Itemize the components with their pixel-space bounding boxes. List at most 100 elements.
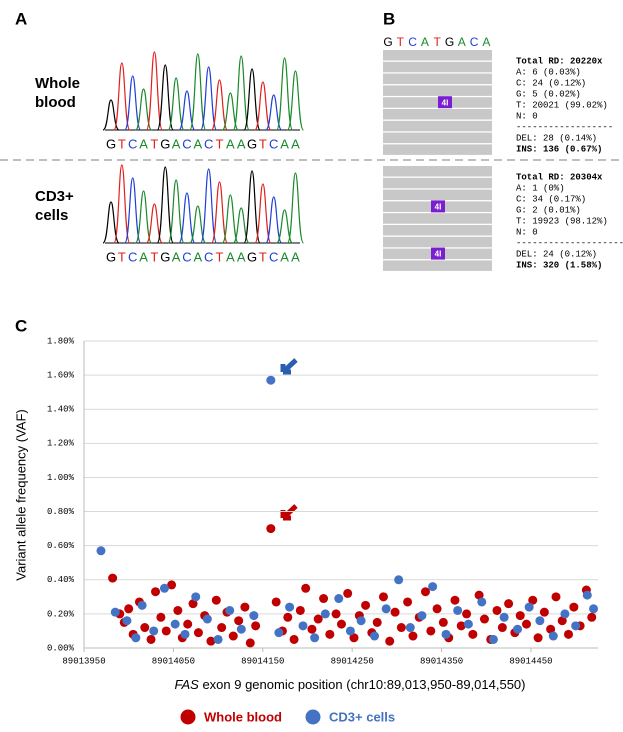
- point: [403, 597, 412, 606]
- point: [181, 630, 190, 639]
- base-call: C: [204, 249, 213, 264]
- base-call: A: [291, 136, 300, 151]
- point: [237, 625, 246, 634]
- point: [492, 606, 501, 615]
- point: [433, 604, 442, 613]
- trace-peak: [136, 89, 152, 130]
- read-bar: [383, 133, 492, 144]
- base-call: G: [106, 136, 116, 151]
- point: [462, 609, 471, 618]
- point: [283, 613, 292, 622]
- sample-label: Whole: [35, 75, 80, 92]
- read-bar: [383, 166, 492, 177]
- base-call: G: [445, 35, 454, 49]
- point: [535, 616, 544, 625]
- base-call: A: [280, 136, 289, 151]
- point: [516, 611, 525, 620]
- point: [564, 630, 573, 639]
- base-call: A: [291, 249, 300, 264]
- base-call: T: [118, 249, 126, 264]
- point: [234, 616, 243, 625]
- point: [138, 601, 147, 610]
- y-tick-label: 1.60%: [47, 370, 75, 380]
- read-stat: INS: 136 (0.67%): [516, 144, 602, 154]
- point: [301, 584, 310, 593]
- read-stat: G: 5 (0.02%): [516, 89, 581, 99]
- read-stat: DEL: 28 (0.14%): [516, 133, 597, 143]
- point: [307, 625, 316, 634]
- base-call: G: [160, 136, 170, 151]
- point: [480, 615, 489, 624]
- read-bar: [383, 97, 492, 108]
- point: [583, 591, 592, 600]
- trace-peak: [266, 95, 282, 130]
- point: [549, 632, 558, 641]
- point: [156, 613, 165, 622]
- y-tick-label: 0.00%: [47, 643, 75, 653]
- point: [225, 606, 234, 615]
- point: [569, 603, 578, 612]
- trace-peak: [222, 93, 238, 130]
- read-stat: Total RD: 20304x: [516, 172, 603, 182]
- point: [203, 615, 212, 624]
- point: [131, 633, 140, 642]
- point: [149, 626, 158, 635]
- read-stat: N: 0: [516, 111, 538, 121]
- base-call: C: [182, 249, 191, 264]
- point: [124, 604, 133, 613]
- point: [162, 626, 171, 635]
- base-call: A: [226, 136, 235, 151]
- point: [310, 633, 319, 642]
- point: [477, 597, 486, 606]
- point: [111, 608, 120, 617]
- point: [504, 599, 513, 608]
- base-call: A: [139, 136, 148, 151]
- base-call: A: [482, 35, 490, 49]
- point: [240, 603, 249, 612]
- point: [151, 587, 160, 596]
- read-bar: [383, 50, 492, 61]
- point: [442, 630, 451, 639]
- read-bar: [383, 190, 492, 201]
- point: [428, 582, 437, 591]
- read-stat: T: 19923 (98.12%): [516, 216, 608, 226]
- x-tick-label: 89013950: [62, 656, 105, 666]
- point: [217, 623, 226, 632]
- base-call: C: [269, 136, 278, 151]
- x-tick-label: 89014250: [331, 656, 374, 666]
- base-call: G: [160, 249, 170, 264]
- sample-label: blood: [35, 94, 76, 111]
- panel-label: A: [15, 9, 27, 28]
- legend-marker: [181, 710, 196, 725]
- read-bar: [383, 121, 492, 132]
- trace-peak: [287, 71, 303, 130]
- x-tick-label: 89014350: [420, 656, 463, 666]
- base-call: A: [193, 249, 202, 264]
- base-call: T: [150, 136, 158, 151]
- point: [160, 584, 169, 593]
- panel-label: B: [383, 9, 395, 28]
- read-stat: N: 0: [516, 227, 538, 237]
- base-call: A: [226, 249, 235, 264]
- point: [319, 594, 328, 603]
- trace-peak: [146, 204, 162, 243]
- y-tick-label: 0.60%: [47, 541, 75, 551]
- arrow: [283, 360, 296, 372]
- y-tick-label: 1.20%: [47, 439, 75, 449]
- base-call: T: [397, 35, 405, 49]
- sample-label: cells: [35, 207, 68, 224]
- base-call: G: [106, 249, 116, 264]
- point: [394, 575, 403, 584]
- base-call: A: [280, 249, 289, 264]
- point: [385, 637, 394, 646]
- point: [439, 618, 448, 627]
- x-tick-label: 89014450: [509, 656, 552, 666]
- point: [140, 623, 149, 632]
- base-call: T: [216, 136, 224, 151]
- point: [560, 609, 569, 618]
- point: [525, 603, 534, 612]
- point: [370, 632, 379, 641]
- point: [571, 621, 580, 630]
- base-call: G: [383, 35, 392, 49]
- point: [522, 620, 531, 629]
